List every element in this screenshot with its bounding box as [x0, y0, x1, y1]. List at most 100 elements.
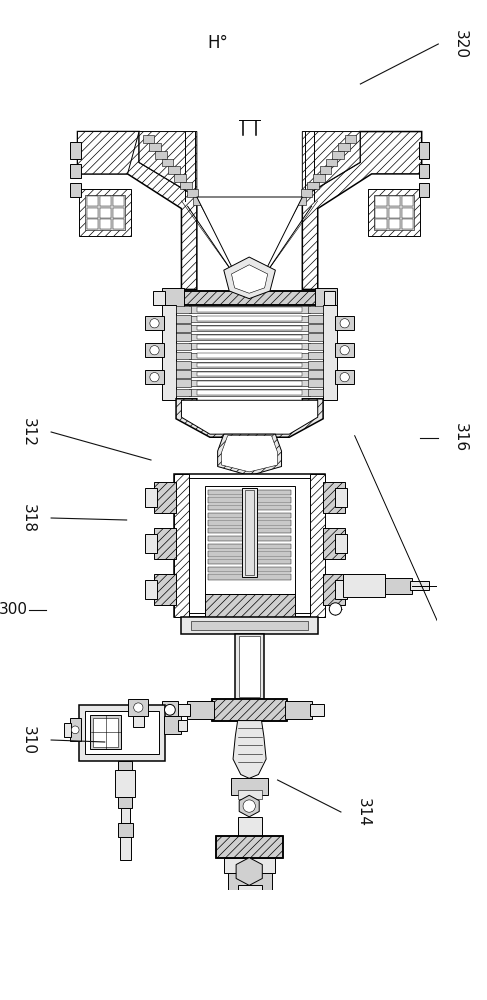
Bar	[389, 219, 400, 229]
Bar	[87, 219, 98, 229]
Bar	[308, 379, 323, 387]
Bar	[178, 720, 187, 731]
Bar	[113, 219, 125, 229]
Bar	[87, 208, 98, 218]
Polygon shape	[218, 434, 281, 474]
Bar	[224, 858, 275, 873]
Bar	[174, 474, 325, 617]
Polygon shape	[174, 174, 186, 182]
Bar	[197, 316, 302, 321]
Bar	[145, 488, 157, 507]
Bar	[374, 195, 414, 230]
Bar	[336, 316, 354, 330]
Bar	[70, 183, 80, 197]
Polygon shape	[224, 257, 275, 299]
Bar	[208, 559, 291, 564]
Polygon shape	[155, 151, 167, 158]
Bar	[208, 551, 291, 557]
Bar	[323, 305, 337, 400]
Bar	[197, 344, 302, 349]
Bar	[197, 353, 302, 358]
Bar	[118, 761, 132, 770]
Bar	[197, 326, 302, 330]
Circle shape	[340, 346, 349, 355]
Bar	[85, 711, 159, 754]
Bar	[162, 701, 178, 718]
Bar	[323, 482, 345, 513]
Bar	[410, 581, 430, 590]
Bar	[189, 380, 310, 386]
Bar	[208, 497, 291, 503]
Bar	[115, 770, 135, 797]
Bar	[308, 306, 323, 313]
Bar	[118, 797, 132, 808]
Bar	[182, 617, 318, 634]
Bar	[189, 343, 310, 349]
Polygon shape	[176, 399, 323, 437]
Bar	[182, 291, 318, 305]
Bar	[316, 288, 337, 308]
Bar	[197, 381, 302, 386]
Bar	[121, 808, 130, 823]
Bar	[336, 488, 347, 507]
Bar	[64, 723, 71, 737]
Bar	[402, 196, 413, 206]
Bar	[310, 704, 324, 716]
Circle shape	[340, 373, 349, 382]
Polygon shape	[187, 189, 198, 197]
Polygon shape	[143, 135, 154, 143]
Polygon shape	[233, 721, 266, 778]
Bar	[133, 716, 144, 727]
Bar	[100, 196, 112, 206]
Bar	[197, 363, 302, 367]
Bar	[208, 505, 291, 510]
Text: 312: 312	[21, 418, 36, 446]
Polygon shape	[345, 135, 356, 143]
Polygon shape	[301, 189, 313, 197]
Bar	[93, 718, 117, 747]
Bar	[176, 352, 191, 359]
Bar	[308, 333, 323, 341]
Bar	[208, 567, 291, 572]
Bar	[120, 837, 131, 860]
Bar	[191, 620, 308, 630]
Bar	[239, 636, 260, 697]
Polygon shape	[231, 265, 268, 293]
Polygon shape	[222, 436, 278, 472]
Polygon shape	[168, 166, 180, 174]
Bar	[308, 315, 323, 323]
Bar	[419, 142, 430, 158]
Text: 314: 314	[356, 798, 370, 826]
Bar	[308, 361, 323, 369]
Bar	[145, 580, 157, 599]
Bar	[419, 183, 430, 197]
Bar	[153, 291, 165, 305]
Polygon shape	[193, 197, 205, 205]
Polygon shape	[197, 197, 302, 296]
Bar	[212, 699, 287, 721]
Bar	[162, 305, 176, 400]
Polygon shape	[149, 143, 161, 151]
Bar	[70, 142, 80, 158]
Text: 300: 300	[0, 602, 28, 617]
Bar	[176, 704, 190, 716]
Bar	[336, 580, 347, 599]
Bar	[189, 362, 310, 368]
Bar	[308, 370, 323, 378]
Circle shape	[340, 319, 349, 328]
Bar	[197, 307, 302, 312]
Bar	[117, 823, 133, 837]
Text: 318: 318	[21, 504, 36, 532]
Bar	[189, 371, 310, 377]
Bar	[336, 534, 347, 553]
Bar	[389, 196, 400, 206]
Bar	[154, 528, 176, 559]
Bar	[197, 372, 302, 376]
Bar	[208, 544, 291, 549]
Bar	[189, 389, 310, 396]
Circle shape	[329, 603, 341, 615]
Bar	[386, 578, 412, 594]
Bar	[324, 291, 336, 305]
Bar	[336, 370, 354, 384]
Polygon shape	[295, 197, 306, 205]
